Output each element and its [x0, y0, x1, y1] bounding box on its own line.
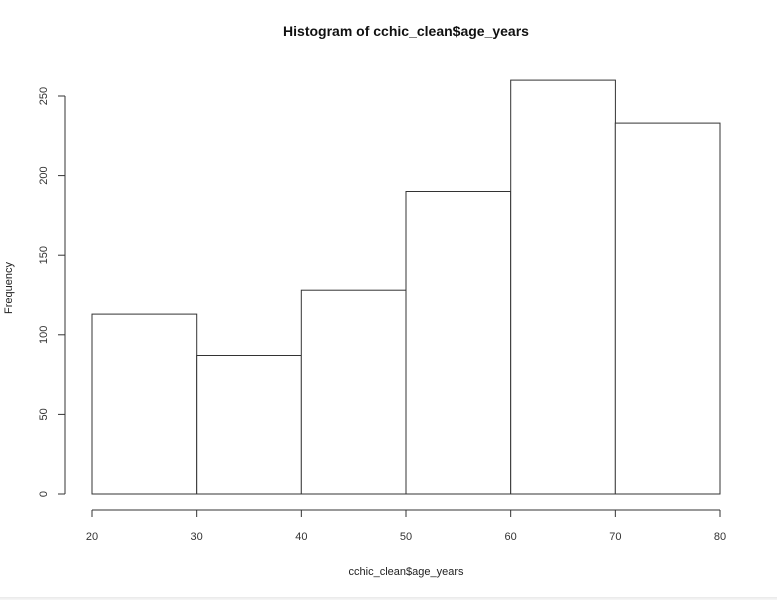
histogram-bar [196, 355, 302, 495]
x-tick-label: 50 [400, 531, 412, 543]
x-tick-label: 60 [505, 531, 517, 543]
x-tick-label: 80 [714, 531, 726, 543]
y-tick-label: 100 [38, 326, 50, 344]
chart-title: Histogram of cchic_clean$age_years [283, 23, 529, 39]
x-tick-label: 20 [86, 531, 98, 543]
histogram-bar [91, 313, 198, 495]
x-axis: 20 30 40 50 60 70 80 [86, 509, 726, 543]
bottom-edge [0, 597, 777, 600]
y-axis: 0 50 100 150 200 250 [38, 87, 66, 497]
histogram-bar [300, 289, 407, 495]
x-tick-label: 70 [609, 531, 621, 543]
x-tick-label: 40 [295, 531, 307, 543]
y-tick-label: 250 [38, 87, 50, 105]
y-tick-label: 50 [38, 408, 50, 420]
bars-group [91, 79, 721, 495]
x-axis-label: cchic_clean$age_years [349, 566, 464, 578]
y-axis-label: Frequency [3, 262, 15, 314]
x-tick-label: 30 [191, 531, 203, 543]
histogram-bar [405, 191, 512, 495]
histogram-bar [614, 122, 721, 495]
y-tick-label: 200 [38, 166, 50, 184]
y-tick-label: 0 [38, 491, 50, 497]
y-tick-label: 150 [38, 246, 50, 264]
histogram-bar [510, 79, 616, 495]
